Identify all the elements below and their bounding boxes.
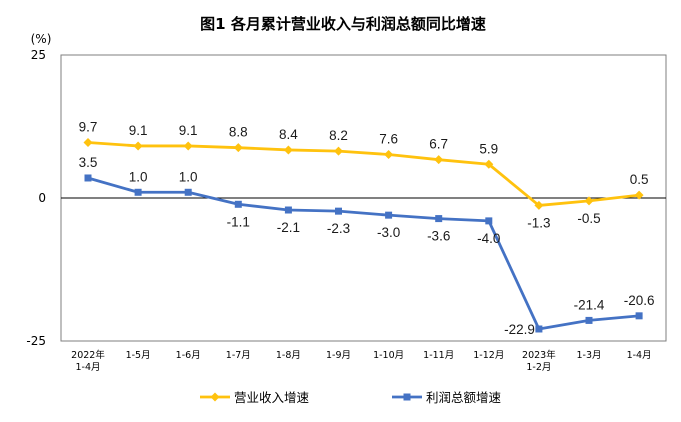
x-tick-label-line: 1-7月: [226, 350, 251, 361]
data-point: [584, 196, 594, 206]
data-label: 9.1: [179, 123, 198, 138]
data-label: 1.0: [129, 169, 148, 184]
data-point: [585, 316, 593, 324]
x-tick-label-line: 2023年: [522, 349, 556, 361]
data-point: [535, 325, 543, 333]
data-label: 8.2: [329, 128, 348, 143]
data-point: [435, 215, 443, 223]
data-label: 0.5: [630, 172, 649, 187]
y-axis-unit: (%): [31, 32, 52, 46]
data-point: [133, 141, 143, 151]
data-point: [284, 206, 292, 214]
data-label: -1.3: [527, 215, 550, 230]
series-1: 9.7 9.1 9.1 8.8 8.4 8.2 7.6 6.7 5.9 -1.3 -0.5 0.5: [79, 120, 649, 231]
data-label: 8.4: [279, 127, 298, 142]
x-tick-label-line: 2022年: [71, 349, 105, 361]
y-axis-ticks: 25 0 -25: [26, 48, 46, 348]
x-tick-label: 2023年 1-2月: [522, 349, 556, 373]
x-tick-label-line: 1-11月: [423, 350, 454, 361]
y-tick-label: 25: [31, 48, 46, 62]
data-point: [434, 155, 444, 165]
data-point: [635, 312, 643, 320]
data-label: 5.9: [479, 141, 498, 156]
data-label: -2.1: [277, 220, 300, 235]
data-point: [334, 146, 343, 156]
chart-title: 图1 各月累计营业收入与利润总额同比增速: [200, 15, 486, 33]
x-tick-label-line: 1-8月: [276, 350, 301, 361]
data-label: 8.8: [229, 125, 248, 140]
series-line: [86, 176, 641, 331]
data-point: [384, 150, 394, 160]
x-tick-label: 1-6月: [176, 350, 201, 361]
x-tick-label: 1-12月: [473, 350, 504, 361]
data-point: [84, 174, 92, 182]
series-2: 3.5 1.0 1.0 -1.1 -2.1 -2.3 -3.0 -3.6 -4.0 -22.9 -2…: [79, 155, 655, 337]
x-tick-label-line: 1-3月: [576, 350, 601, 361]
data-label: -4.0: [477, 231, 500, 246]
data-label: 7.6: [379, 132, 398, 147]
data-point: [335, 207, 342, 215]
data-point: [184, 188, 192, 196]
data-point: [134, 188, 142, 196]
x-tick-label-line: 1-9月: [326, 350, 351, 361]
x-tick-label: 1-4月: [627, 350, 652, 361]
data-label: 9.7: [79, 120, 98, 135]
legend-label: 利润总额增速: [426, 390, 502, 405]
data-point: [283, 145, 293, 155]
series-line: [86, 141, 641, 207]
x-tick-label: 1-3月: [576, 350, 601, 361]
data-label: -3.0: [377, 225, 400, 240]
data-label: -3.6: [427, 229, 450, 244]
data-point: [183, 141, 193, 151]
data-point: [233, 143, 243, 153]
data-point: [534, 200, 544, 210]
series-group: 9.7 9.1 9.1 8.8 8.4 8.2 7.6 6.7 5.9-1.3 -0.50.53.…: [79, 120, 655, 337]
data-label: 3.5: [79, 155, 98, 170]
data-label: -2.3: [327, 221, 350, 236]
x-tick-label-line: 1-4月: [75, 362, 100, 373]
y-tick-label: -25: [26, 334, 46, 348]
x-tick-label-line: 1-5月: [126, 350, 151, 361]
legend-marker: [403, 393, 411, 401]
data-label: 1.0: [179, 169, 198, 184]
legend-marker: [210, 392, 220, 402]
x-tick-label-line: 1-10月: [373, 350, 404, 361]
data-point: [634, 190, 644, 200]
legend-item-2: 利润总额增速: [392, 390, 502, 405]
x-axis-ticks: 2022年 1-4月1-5月 1-6月 1-7月 1-8月 1-9月 1-10月 1-11月 1…: [71, 349, 651, 373]
data-label: 6.7: [429, 137, 448, 152]
data-label: -0.5: [577, 211, 600, 226]
data-point: [484, 159, 494, 169]
x-tick-label: 1-5月: [126, 350, 151, 361]
x-tick-label: 2022年 1-4月: [71, 349, 105, 373]
data-label: -22.9: [504, 322, 535, 337]
data-label: -21.4: [574, 297, 605, 312]
x-tick-label-line: 1-4月: [627, 350, 652, 361]
x-tick-label-line: 1-2月: [526, 362, 551, 373]
legend: 营业收入增速 利润总额增速: [200, 390, 502, 405]
data-point: [385, 211, 393, 219]
data-point: [234, 200, 242, 208]
x-tick-label: 1-11月: [423, 350, 454, 361]
data-label: -1.1: [227, 214, 250, 229]
data-point: [83, 138, 93, 148]
data-label: 9.1: [129, 123, 148, 138]
x-tick-label: 1-7月: [226, 350, 251, 361]
data-label: -20.6: [624, 293, 655, 308]
y-tick-label: 0: [38, 191, 46, 205]
x-tick-label: 1-10月: [373, 350, 404, 361]
x-tick-label-line: 1-6月: [176, 350, 201, 361]
data-point: [485, 217, 493, 225]
x-tick-label-line: 1-12月: [473, 350, 504, 361]
x-tick-label: 1-8月: [276, 350, 301, 361]
x-tick-label: 1-9月: [326, 350, 351, 361]
legend-label: 营业收入增速: [234, 390, 310, 405]
legend-item-1: 营业收入增速: [200, 390, 310, 405]
